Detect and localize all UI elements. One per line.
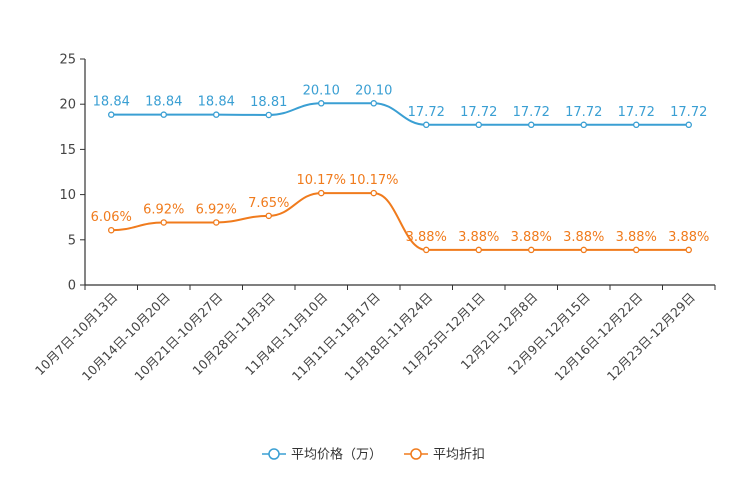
data-point — [422, 121, 430, 129]
data-point — [317, 189, 325, 197]
y-tick-label: 5 — [68, 233, 76, 248]
y-tick-label: 10 — [59, 188, 76, 203]
data-label: 3.88% — [616, 230, 657, 245]
data-label: 18.84 — [198, 95, 235, 110]
data-label: 6.92% — [143, 202, 184, 217]
data-label: 18.84 — [93, 95, 130, 110]
y-tick-label: 25 — [59, 53, 76, 68]
data-point — [528, 246, 535, 254]
data-point — [580, 246, 588, 254]
data-point — [212, 219, 220, 226]
x-tick-label: 10月21日-10月27日 — [131, 290, 225, 384]
data-point — [475, 246, 482, 254]
data-point — [160, 219, 167, 226]
data-point — [528, 121, 535, 129]
legend-label: 平均折扣 — [433, 448, 485, 463]
data-label: 18.81 — [250, 95, 287, 110]
data-point — [108, 226, 115, 234]
data-label: 7.65% — [248, 196, 289, 211]
data-point — [160, 111, 167, 118]
data-label: 6.92% — [196, 202, 237, 217]
data-label: 6.06% — [91, 210, 132, 225]
legend[interactable]: 平均价格（万） 平均折扣 — [262, 447, 485, 463]
legend-circle-icon — [268, 448, 280, 460]
data-point — [633, 121, 640, 129]
data-point — [212, 111, 220, 118]
data-point — [317, 100, 325, 107]
x-tick-label: 10月14日-10月20日 — [79, 290, 173, 384]
series-line — [111, 102, 689, 126]
data-label: 20.10 — [303, 83, 340, 98]
x-tick-label: 12月23日-12月29日 — [604, 290, 698, 384]
data-label: 3.88% — [458, 230, 499, 245]
data-label: 17.72 — [618, 105, 655, 120]
x-tick-label: 12月16日-12月22日 — [551, 290, 645, 384]
data-label: 18.84 — [145, 95, 182, 110]
data-label: 17.72 — [670, 105, 707, 120]
data-label: 17.72 — [513, 105, 550, 120]
data-point — [685, 246, 693, 254]
data-point — [580, 121, 588, 129]
data-point — [422, 246, 430, 254]
data-point — [265, 111, 272, 119]
legend-circle-icon — [410, 448, 422, 460]
data-label: 3.88% — [406, 230, 447, 245]
data-point — [370, 189, 377, 197]
data-label: 20.10 — [355, 83, 392, 98]
data-point — [475, 121, 482, 129]
y-tick-label: 0 — [68, 279, 76, 294]
series-group: 18.84 18.84 18.84 18.81 20.10 20.10 17.72 17.72… — [91, 83, 709, 254]
y-tick-label: 20 — [59, 98, 76, 113]
data-label: 17.72 — [460, 105, 497, 120]
x-tick-label: 11月11日-11月17日 — [289, 290, 383, 384]
data-point — [370, 100, 377, 107]
data-point — [633, 246, 640, 254]
data-label: 10.17% — [349, 173, 399, 188]
data-label: 3.88% — [668, 230, 709, 245]
data-point — [108, 111, 115, 118]
data-point — [265, 212, 272, 220]
data-label: 17.72 — [565, 105, 602, 120]
x-tick-label: 11月18日-11月24日 — [341, 290, 435, 384]
legend-label: 平均价格（万） — [291, 447, 382, 463]
data-label: 3.88% — [563, 230, 604, 245]
data-point — [685, 121, 693, 129]
data-label: 3.88% — [511, 230, 552, 245]
y-tick-label: 15 — [59, 143, 76, 158]
data-label: 10.17% — [296, 173, 346, 188]
data-label: 17.72 — [408, 105, 445, 120]
